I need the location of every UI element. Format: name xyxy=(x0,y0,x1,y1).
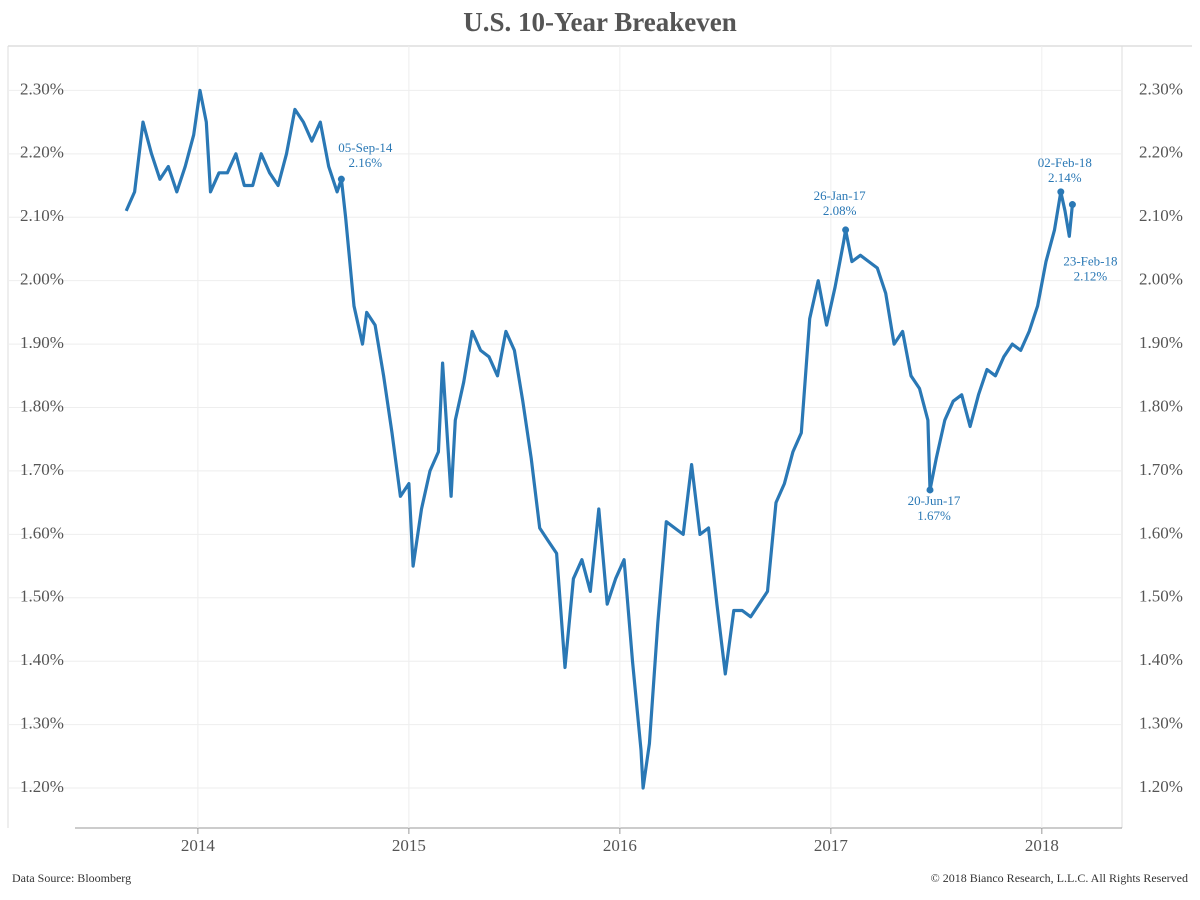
y-tick-label: 2.20% xyxy=(20,143,64,162)
y-tick-label: 1.80% xyxy=(20,396,64,415)
annotation-value: 2.12% xyxy=(1074,269,1108,284)
annotation-value: 1.67% xyxy=(917,508,951,523)
annotation-date: 05-Sep-14 xyxy=(338,140,393,155)
y2-tick-label: 1.80% xyxy=(1139,396,1183,415)
y-tick-label: 2.30% xyxy=(20,79,64,98)
y2-tick-label: 1.90% xyxy=(1139,333,1183,352)
y-tick-label: 1.40% xyxy=(20,650,64,669)
y-tick-label: 2.00% xyxy=(20,270,64,289)
source: Data Source: Bloomberg xyxy=(12,871,131,885)
x-tick-label: 2018 xyxy=(1025,836,1059,855)
annotation-point xyxy=(926,486,934,494)
annotation-value: 2.14% xyxy=(1048,170,1082,185)
series-line xyxy=(124,88,1074,790)
annotation-date: 20-Jun-17 xyxy=(908,493,961,508)
y-tick-label: 1.20% xyxy=(20,777,64,796)
y2-tick-label: 1.20% xyxy=(1139,777,1183,796)
y2-tick-label: 1.50% xyxy=(1139,587,1183,606)
y-tick-label: 1.90% xyxy=(20,333,64,352)
copyright: © 2018 Bianco Research, L.L.C. All Right… xyxy=(931,871,1188,885)
y-tick-label: 1.30% xyxy=(20,714,64,733)
y-tick-label: 1.60% xyxy=(20,523,64,542)
x-tick-label: 2014 xyxy=(181,836,216,855)
x-tick-label: 2017 xyxy=(814,836,849,855)
y-tick-label: 1.50% xyxy=(20,587,64,606)
y2-tick-label: 2.30% xyxy=(1139,79,1183,98)
annotation-date: 23-Feb-18 xyxy=(1063,254,1117,269)
annotation-point xyxy=(337,175,345,183)
y2-tick-label: 1.60% xyxy=(1139,523,1183,542)
annotation-date: 02-Feb-18 xyxy=(1038,155,1092,170)
x-tick-label: 2016 xyxy=(603,836,637,855)
y-tick-label: 1.70% xyxy=(20,460,64,479)
y2-tick-label: 2.20% xyxy=(1139,143,1183,162)
annotation-value: 2.16% xyxy=(349,155,383,170)
annotation-value: 2.08% xyxy=(823,203,857,218)
annotation-date: 26-Jan-17 xyxy=(814,188,866,203)
annotation-point xyxy=(1057,188,1065,196)
y-tick-label: 2.10% xyxy=(20,206,64,225)
y2-tick-label: 2.10% xyxy=(1139,206,1183,225)
annotation-point xyxy=(1068,201,1076,209)
y2-tick-label: 1.30% xyxy=(1139,714,1183,733)
annotation-point xyxy=(842,226,850,234)
y2-tick-label: 1.70% xyxy=(1139,460,1183,479)
y2-tick-label: 1.40% xyxy=(1139,650,1183,669)
y2-tick-label: 2.00% xyxy=(1139,270,1183,289)
x-tick-label: 2015 xyxy=(392,836,426,855)
chart-title: U.S. 10-Year Breakeven xyxy=(463,7,736,37)
